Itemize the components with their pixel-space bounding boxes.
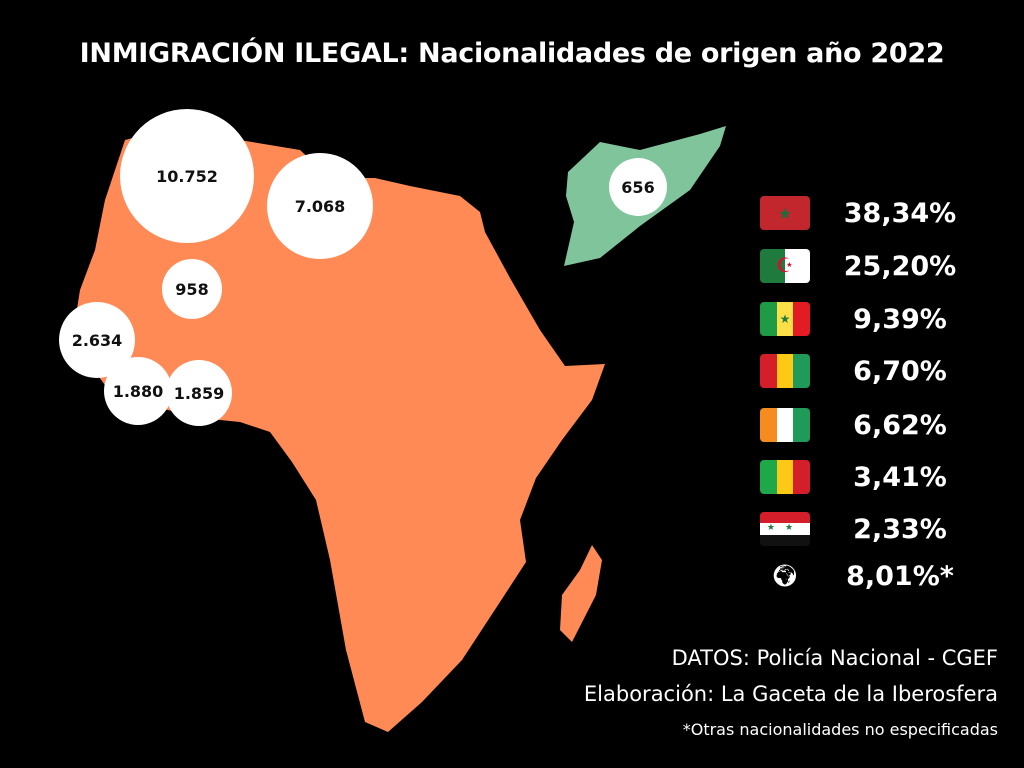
- legend-value: 2,33%: [853, 513, 947, 545]
- morocco-flag: ★: [760, 196, 810, 230]
- elaboration-credit: Elaboración: La Gaceta de la Iberosfera: [583, 682, 998, 706]
- legend-item-morocco: ★ 38,34%: [760, 195, 956, 231]
- legend-value: 6,70%: [853, 355, 947, 387]
- legend-item-senegal: ★ 9,39%: [760, 301, 947, 337]
- legend-item-algeria: ☪ 25,20%: [760, 248, 956, 284]
- data-source: DATOS: Policía Nacional - CGEF: [671, 646, 998, 670]
- legend-value: 6,62%: [853, 409, 947, 441]
- bubble-morocco: 10.752: [120, 109, 254, 243]
- legend-value: 25,20%: [843, 250, 957, 282]
- legend-value: 3,41%: [853, 461, 947, 493]
- guinea-flag: [760, 354, 810, 388]
- bubble-ivory-coast: 1.859: [166, 360, 232, 426]
- legend-value: 8,01%*: [846, 560, 954, 592]
- bubble-algeria: 7.068: [267, 153, 373, 259]
- senegal-flag: ★: [760, 302, 810, 336]
- bubble-mali: 958: [162, 259, 222, 319]
- map-title: INMIGRACIÓN ILEGAL: Nacionalidades de or…: [79, 38, 945, 69]
- legend-item-ivory-coast: 6,62%: [760, 407, 947, 443]
- footnote: *Otras nacionalidades no especificadas: [682, 720, 998, 739]
- ivory-coast-flag: [760, 408, 810, 442]
- legend-item-mali: 3,41%: [760, 459, 947, 495]
- legend-value: 38,34%: [843, 197, 957, 229]
- algeria-flag: ☪: [760, 249, 810, 283]
- world-icon: 🌍︎: [771, 563, 799, 589]
- madagascar-region: [560, 545, 602, 642]
- legend-value: 9,39%: [853, 303, 947, 335]
- bubble-syria: 656: [609, 158, 667, 216]
- legend-item-other: 🌍︎ 8,01%*: [760, 558, 954, 594]
- mali-flag: [760, 460, 810, 494]
- syria-flag: ★★: [760, 512, 810, 546]
- legend-item-syria: ★★ 2,33%: [760, 511, 947, 547]
- bubble-guinea: 1.880: [104, 357, 172, 425]
- legend-item-guinea: 6,70%: [760, 353, 947, 389]
